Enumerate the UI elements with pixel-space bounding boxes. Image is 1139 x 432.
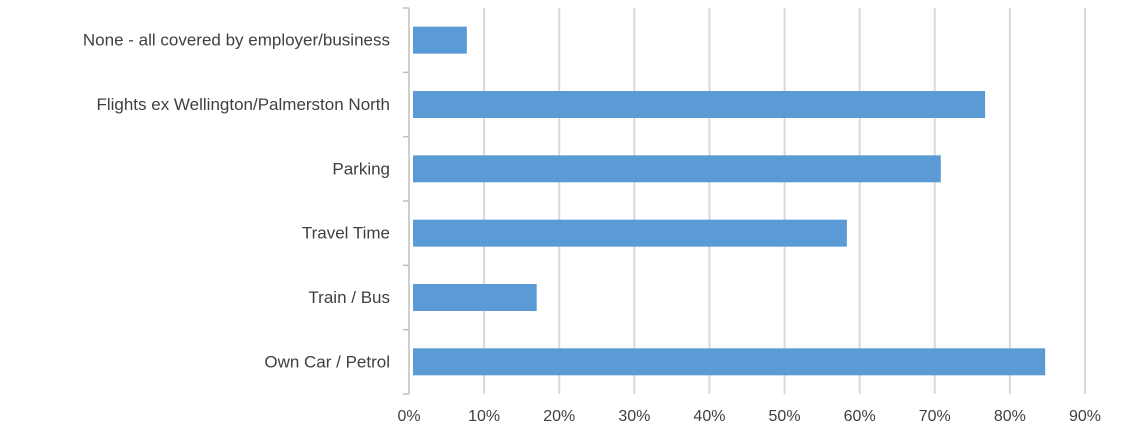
bar-2 bbox=[413, 155, 941, 183]
x-tick-label-7: 70% bbox=[919, 408, 951, 425]
x-tick-label-3: 30% bbox=[618, 408, 650, 425]
category-label-3: Travel Time bbox=[302, 224, 390, 243]
category-label-2: Parking bbox=[332, 159, 390, 178]
x-tick-label-1: 10% bbox=[468, 408, 500, 425]
bar-1 bbox=[413, 91, 986, 118]
category-label-1: Flights ex Wellington/Palmerston North bbox=[96, 95, 390, 114]
x-tick-label-5: 50% bbox=[769, 408, 801, 425]
bar-5 bbox=[413, 348, 1046, 376]
x-tick-label-0: 0% bbox=[397, 408, 420, 425]
x-tick-label-6: 60% bbox=[844, 408, 876, 425]
bar-3 bbox=[413, 219, 847, 247]
category-label-4: Train / Bus bbox=[308, 288, 390, 307]
category-label-5: Own Car / Petrol bbox=[264, 352, 390, 371]
bar-4 bbox=[413, 284, 537, 311]
x-tick-label-9: 90% bbox=[1069, 408, 1101, 425]
y-axis bbox=[403, 7, 410, 395]
x-tick-label-4: 40% bbox=[693, 408, 725, 425]
x-tick-labels: 0% 10% 20% 30% 40% 50% 60% 70% 80% 90% bbox=[397, 408, 1101, 425]
gridlines bbox=[483, 8, 1086, 394]
bars bbox=[413, 26, 1046, 376]
x-tick-label-8: 80% bbox=[994, 408, 1026, 425]
x-tick-label-2: 20% bbox=[543, 408, 575, 425]
bar-0 bbox=[413, 26, 467, 54]
category-labels: None - all covered by employer/business F… bbox=[83, 31, 390, 372]
category-label-0: None - all covered by employer/business bbox=[83, 31, 390, 50]
